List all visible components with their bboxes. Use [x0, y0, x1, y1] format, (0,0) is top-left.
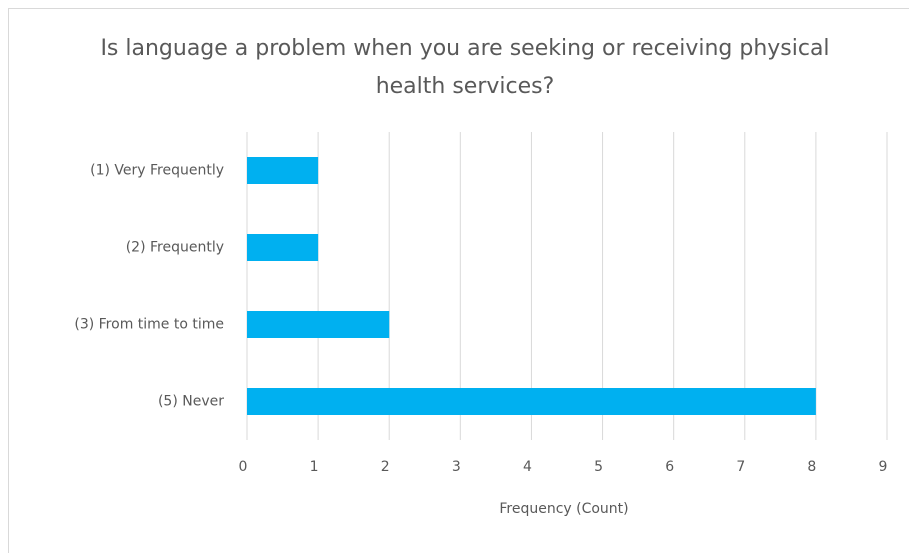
x-tick-label: 2: [381, 459, 390, 475]
bar: [247, 311, 390, 338]
x-tick-label: 5: [594, 459, 603, 475]
bar: [247, 157, 319, 184]
y-tick-label: (2) Frequently: [126, 240, 224, 256]
y-tick-label: (1) Very Frequently: [90, 163, 224, 179]
chart-title: Is language a problem when you are seeki…: [100, 36, 830, 99]
x-tick-label: 1: [310, 459, 319, 475]
x-tick-label: 7: [736, 459, 745, 475]
bar: [247, 234, 319, 261]
x-tick-label: 0: [239, 459, 248, 475]
y-tick-label: (3) From time to time: [74, 317, 224, 333]
x-tick-label: 3: [452, 459, 461, 475]
x-tick-label: 9: [879, 459, 888, 475]
bar: [247, 388, 816, 415]
x-tick-label: 6: [665, 459, 674, 475]
y-tick-label: (5) Never: [158, 394, 224, 410]
x-tick-label: 4: [523, 459, 532, 475]
x-tick-label: 8: [807, 459, 816, 475]
chart-frame: [8, 8, 909, 553]
x-axis-label: Frequency (Count): [499, 501, 628, 517]
